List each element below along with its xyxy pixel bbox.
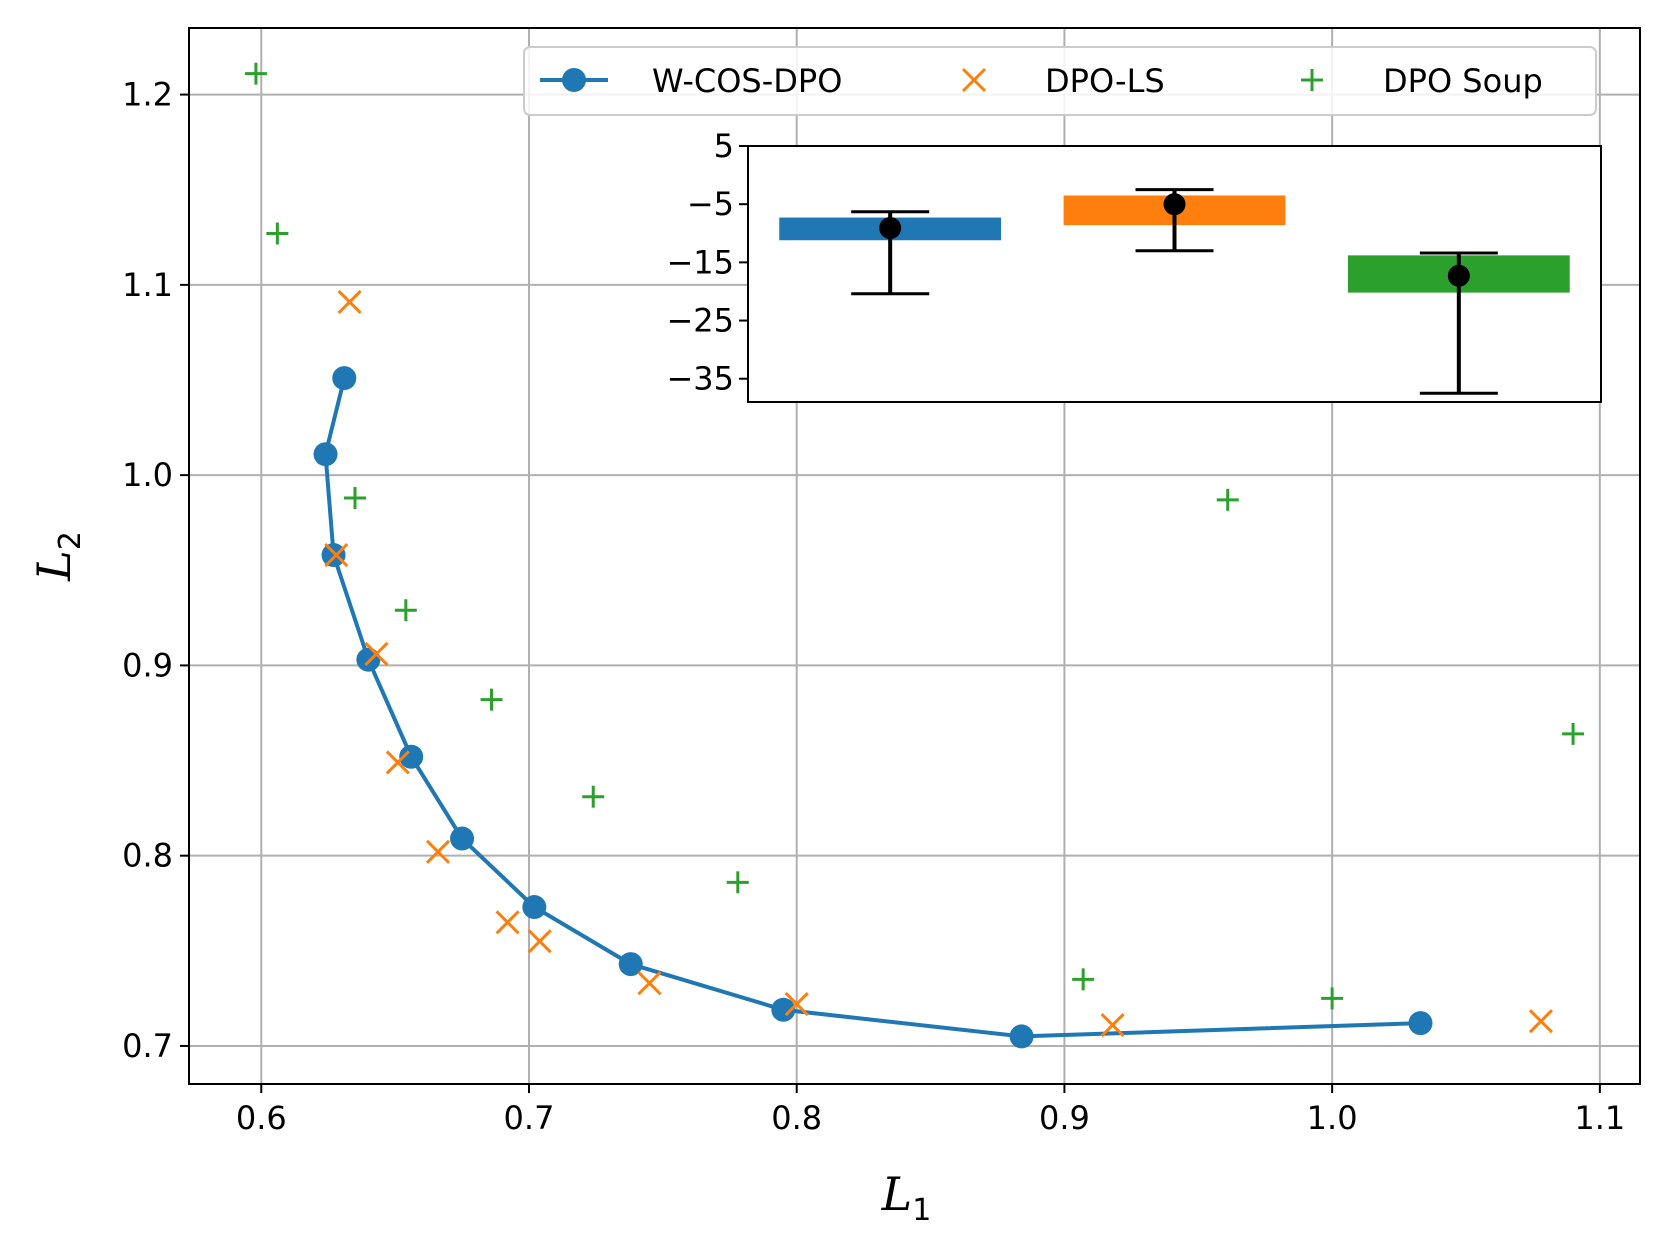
main-axis-ticks: 0.6 0.7 0.8 0.9 1.0 1.1 0.7 0.8 0.9 1.0 1.1 1.2	[122, 76, 1625, 1137]
y-tick-label: 0.8	[122, 837, 173, 875]
inset-y-tick-label: −5	[687, 185, 734, 223]
inset-axis-ticks: 5 −5 −15 −25 −35	[666, 127, 748, 398]
marker-x-stroke	[364, 641, 389, 667]
data-point-dpo-ls	[425, 839, 451, 864]
data-point-dpo-ls	[495, 910, 520, 935]
main-plot-frame	[188, 27, 1641, 1085]
marker-x-stroke	[1528, 1009, 1554, 1034]
data-point-w-cos-dpo	[618, 952, 643, 977]
inset-bar-group-w-cos-dpo	[779, 210, 1002, 296]
data-point-dpo-soup	[726, 871, 749, 894]
x-axis-label-main: L	[881, 1167, 913, 1221]
legend-label-w-cos-dpo: W-COS-DPO	[652, 62, 842, 100]
marker-x-stroke	[637, 971, 662, 996]
data-point-dpo-ls	[527, 929, 552, 954]
x-axis-label-subscript: 1	[912, 1193, 931, 1228]
data-point-w-cos-dpo	[321, 543, 346, 568]
data-point-dpo-ls	[1528, 1009, 1554, 1034]
inset-mean-point-dpo-ls	[1163, 193, 1186, 216]
data-point-dpo-ls	[324, 542, 349, 568]
data-point-dpo-soup	[1321, 987, 1344, 1010]
data-point-dpo-soup	[266, 222, 289, 245]
marker-x-stroke	[425, 839, 451, 864]
y-tick-label: 1.2	[122, 76, 173, 114]
legend-swatch-marker-dpo-soup	[1301, 69, 1323, 91]
x-tick-label: 1.0	[1307, 1099, 1358, 1137]
legend-label-dpo-ls: DPO-LS	[1045, 62, 1165, 100]
marker-x-stroke	[1100, 1012, 1125, 1038]
main-series-layer	[244, 62, 1585, 1049]
data-point-w-cos-dpo	[356, 647, 381, 672]
marker-x-stroke	[495, 910, 520, 935]
x-axis-label: L1	[881, 1167, 932, 1228]
data-point-dpo-soup	[244, 62, 267, 85]
inset-frame	[747, 145, 1602, 403]
legend: W-COS-DPO DPO-LS DPO Soup	[523, 46, 1597, 116]
data-point-dpo-soup	[394, 599, 417, 622]
inset-bar-group-dpo-ls	[1063, 188, 1286, 253]
y-tick-label: 1.0	[122, 456, 173, 494]
y-axis-label: L2	[27, 531, 88, 582]
inset-y-tick-label: −35	[666, 360, 734, 398]
marker-x-stroke	[784, 992, 809, 1017]
y-axis-label-main: L	[27, 550, 81, 582]
inset-y-tick-label: −25	[666, 302, 734, 340]
y-axis-label-subscript: 2	[53, 531, 88, 550]
series-dpo-soup	[244, 62, 1585, 1010]
x-tick-label: 0.8	[771, 1099, 822, 1137]
inset-mean-point-w-cos-dpo	[879, 217, 902, 240]
x-tick-label: 0.6	[236, 1099, 287, 1137]
data-point-dpo-ls	[385, 750, 410, 775]
inset-bars	[779, 188, 1570, 395]
data-point-w-cos-dpo	[332, 366, 357, 391]
inset-y-tick-label: 5	[714, 127, 734, 165]
data-point-w-cos-dpo	[450, 826, 475, 851]
data-point-dpo-soup	[582, 785, 605, 808]
data-point-w-cos-dpo	[1408, 1011, 1433, 1036]
inset-bar-group-dpo-soup	[1347, 251, 1570, 395]
data-point-dpo-ls	[1100, 1012, 1125, 1038]
data-point-dpo-soup	[480, 688, 503, 711]
data-point-w-cos-dpo	[771, 997, 796, 1022]
data-point-w-cos-dpo	[522, 895, 547, 920]
data-point-dpo-ls	[364, 641, 389, 667]
marker-x-stroke	[324, 542, 349, 568]
marker-x-stroke	[337, 289, 362, 315]
legend-swatch-marker-w-cos-dpo	[562, 68, 586, 92]
legend-label-dpo-soup: DPO Soup	[1383, 62, 1543, 100]
x-tick-label: 0.9	[1039, 1099, 1090, 1137]
data-point-dpo-soup	[1072, 968, 1095, 991]
data-point-dpo-ls	[337, 289, 362, 315]
x-tick-label: 0.7	[504, 1099, 555, 1137]
data-point-dpo-soup	[1562, 722, 1585, 745]
series-dpo-ls	[324, 289, 1554, 1038]
data-point-w-cos-dpo	[1009, 1024, 1034, 1049]
legend-swatch-marker-dpo-ls	[961, 67, 987, 93]
legend-box	[523, 46, 1597, 116]
marker-x-stroke	[385, 750, 410, 775]
y-tick-label: 1.1	[122, 266, 173, 304]
data-point-w-cos-dpo	[399, 744, 424, 769]
inset-y-tick-label: −15	[666, 243, 734, 281]
inset-bar-chart: 5 −5 −15 −25 −35	[666, 127, 1602, 403]
marker-x-stroke	[527, 929, 552, 954]
data-point-dpo-ls	[784, 992, 809, 1017]
y-tick-label: 0.9	[122, 646, 173, 684]
data-point-dpo-ls	[637, 971, 662, 996]
data-point-w-cos-dpo	[313, 442, 338, 467]
legend-swatches	[540, 67, 1323, 93]
inset-mean-point-dpo-soup	[1447, 264, 1470, 287]
data-point-dpo-soup	[1216, 488, 1239, 511]
marker-x-stroke	[961, 67, 987, 93]
y-tick-label: 0.7	[122, 1027, 173, 1065]
data-point-dpo-soup	[343, 486, 366, 509]
x-tick-label: 1.1	[1574, 1099, 1625, 1137]
